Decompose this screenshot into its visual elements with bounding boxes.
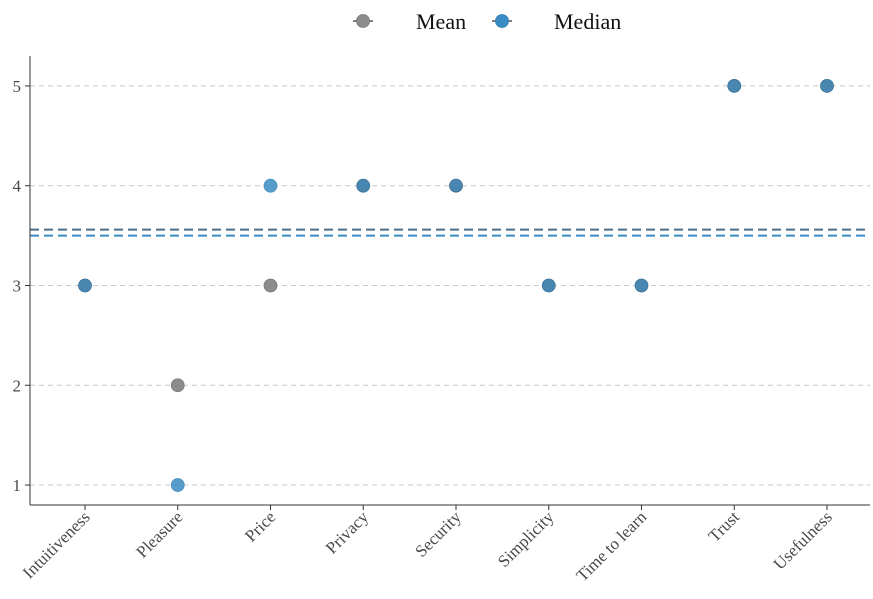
x-tick-label-trust: Trust <box>705 507 744 546</box>
median-point-pleasure <box>170 478 185 492</box>
y-tick-label-1: 1 <box>13 476 22 495</box>
grid <box>30 85 870 486</box>
median-point-usefulness <box>820 79 834 93</box>
x-tick-label-usefulness: Usefulness <box>770 507 836 573</box>
median-point-intuitiveness <box>78 278 92 293</box>
reference-lines <box>30 228 870 237</box>
x-tick-label-time-to-learn: Time to learn <box>573 507 651 585</box>
median-point-security <box>449 178 463 193</box>
median-point-time-to-learn <box>634 278 649 293</box>
legend-median-marker <box>495 14 509 28</box>
legend-median-label: Median <box>554 9 621 34</box>
y-tick-label-3: 3 <box>13 276 22 295</box>
legend-item-median: Median <box>492 9 621 34</box>
legend: Mean Median <box>353 9 621 34</box>
x-tick-label-privacy: Privacy <box>322 507 373 558</box>
x-ticks: Intuitiveness Pleasure Price Privacy Securit… <box>19 505 836 585</box>
legend-mean-marker <box>356 14 370 28</box>
median-point-privacy <box>356 178 371 193</box>
legend-item-mean: Mean <box>353 9 466 34</box>
x-tick-label-pleasure: Pleasure <box>132 507 186 561</box>
x-tick-label-intuitiveness: Intuitiveness <box>19 507 94 582</box>
y-ticks: 1 2 3 4 5 <box>13 77 30 495</box>
median-point-simplicity <box>541 278 556 293</box>
mean-point-pleasure <box>170 378 185 393</box>
median-point-price <box>263 178 278 193</box>
data-points <box>78 79 834 492</box>
x-tick-label-security: Security <box>411 507 465 561</box>
axes <box>29 56 870 506</box>
y-tick-label-2: 2 <box>13 376 22 395</box>
x-tick-label-price: Price <box>241 507 279 545</box>
median-point-trust <box>727 79 742 93</box>
y-tick-label-4: 4 <box>13 177 22 196</box>
y-tick-label-5: 5 <box>13 77 22 96</box>
legend-mean-label: Mean <box>416 9 466 34</box>
mean-point-price <box>263 278 278 293</box>
x-tick-label-simplicity: Simplicity <box>494 507 558 571</box>
